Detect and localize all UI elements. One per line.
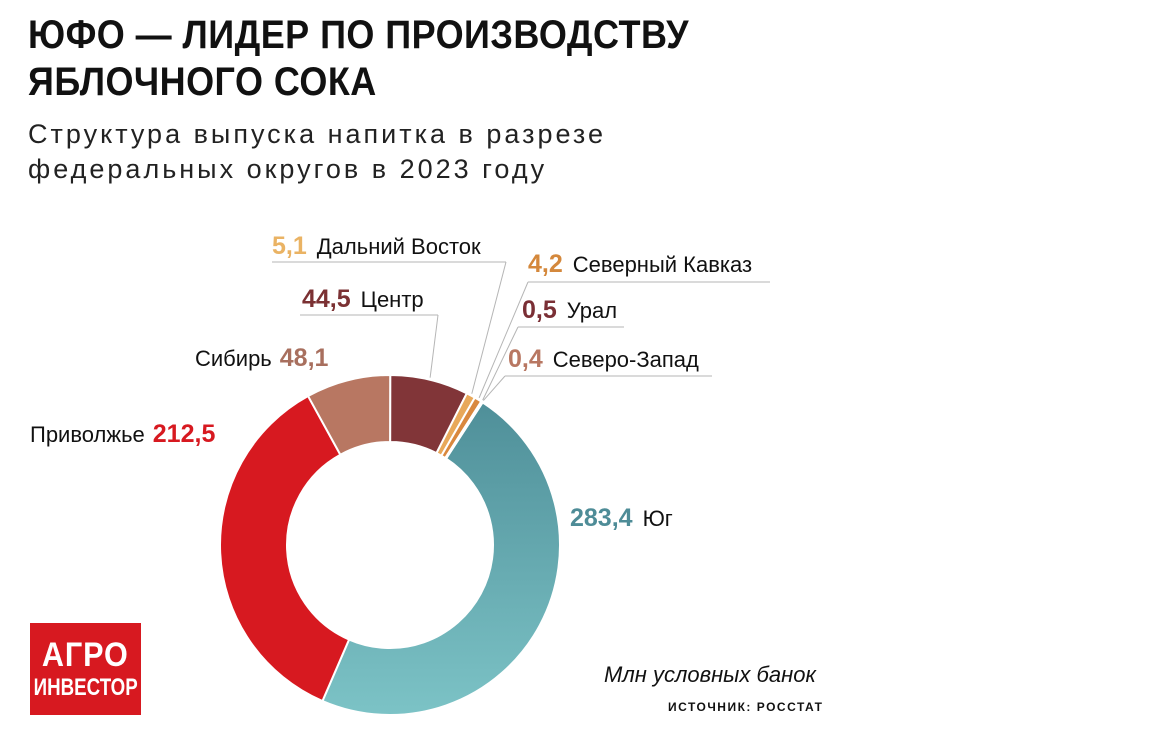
slice-label-4: 5,1 Дальний Восток xyxy=(272,232,481,260)
data-label-0: 283,4 xyxy=(570,504,633,532)
slice-label-5: 4,2 Северный Кавказ xyxy=(528,250,752,278)
slice-label-1: Приволжье 212,5 xyxy=(30,420,215,448)
slice-7 xyxy=(444,400,484,461)
logo-line-1: АГРО xyxy=(42,636,129,674)
agroinvestor-logo: АГРО ИНВЕСТОР xyxy=(30,623,141,715)
category-label-2: Сибирь xyxy=(195,346,272,371)
slice-1 xyxy=(219,394,351,703)
logo-line-2: ИНВЕСТОР xyxy=(33,674,138,701)
source-note: ИСТОЧНИК: РОССТАТ xyxy=(668,700,824,714)
slice-label-7: 0,4 Северо-Запад xyxy=(508,345,699,373)
leader-line-6 xyxy=(482,326,519,401)
category-label-3: Центр xyxy=(361,287,424,312)
slice-label-0: 283,4 Юг xyxy=(570,504,673,532)
chart-subtitle: Структура выпуска напитка в разрезе феде… xyxy=(28,119,606,184)
unit-label: Млн условных банок xyxy=(604,662,816,687)
slice-labels: 283,4 Юг Приволжье 212,5 Сибирь 48,1 44,5 Центр… xyxy=(30,232,752,532)
data-label-4: 5,1 xyxy=(272,232,307,260)
leader-line-3 xyxy=(429,314,439,378)
donut-slices xyxy=(219,373,561,716)
category-label-5: Северный Кавказ xyxy=(573,252,752,277)
chart-title: ЮФО — ЛИДЕР ПО ПРОИЗВОДСТВУ ЯБЛОЧНОГО СО… xyxy=(28,13,689,104)
category-label-7: Северо-Запад xyxy=(553,347,699,372)
category-label-1: Приволжье xyxy=(30,422,145,447)
category-label-6: Урал xyxy=(567,298,617,323)
category-label-0: Юг xyxy=(643,506,673,531)
data-label-1: 212,5 xyxy=(153,420,216,448)
slice-label-2: Сибирь 48,1 xyxy=(195,344,329,372)
data-label-3: 44,5 xyxy=(302,285,351,313)
data-label-2: 48,1 xyxy=(280,344,329,372)
slice-label-3: 44,5 Центр xyxy=(302,285,424,313)
leader-line-7 xyxy=(482,375,506,401)
leader-lines xyxy=(272,261,770,401)
leader-line-4 xyxy=(471,261,507,394)
data-label-7: 0,4 xyxy=(508,345,543,373)
slice-label-6: 0,5 Урал xyxy=(522,296,617,324)
slice-0 xyxy=(321,401,561,716)
data-label-5: 4,2 xyxy=(528,250,563,278)
data-label-6: 0,5 xyxy=(522,296,557,324)
leader-line-5 xyxy=(478,281,529,399)
category-label-4: Дальний Восток xyxy=(317,234,481,259)
